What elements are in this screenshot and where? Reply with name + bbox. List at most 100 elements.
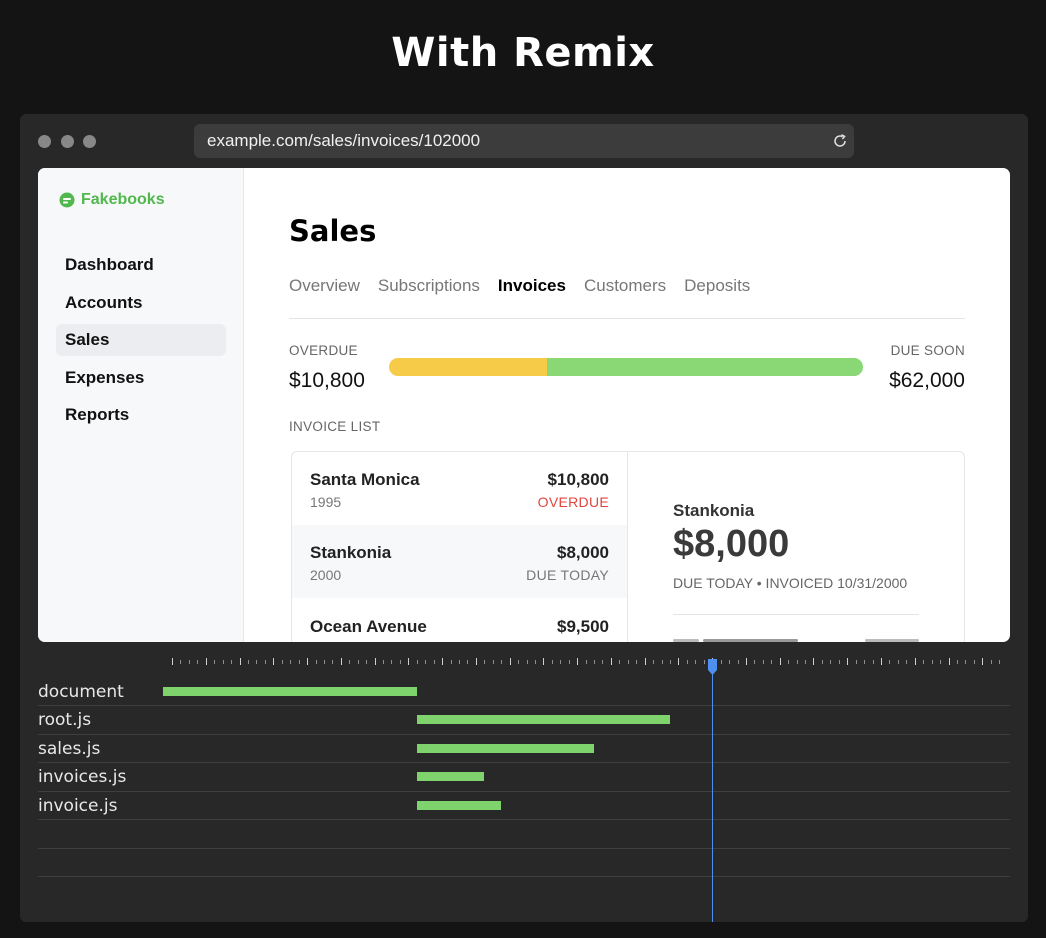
waterfall-row-divider bbox=[38, 705, 1010, 706]
nav-item-reports[interactable]: Reports bbox=[65, 405, 130, 424]
invoice-row-santa-monica[interactable]: Santa Monica 1995 $10,800 OVERDUE bbox=[292, 452, 627, 525]
main-content: Sales Overview Subscriptions Invoices Cu… bbox=[289, 168, 965, 642]
timeline-tick bbox=[281, 660, 283, 664]
tab-deposits[interactable]: Deposits bbox=[684, 276, 751, 295]
brand[interactable]: Fakebooks bbox=[59, 191, 165, 209]
window-close-dot[interactable] bbox=[38, 135, 51, 148]
due-soon-amount: $62,000 bbox=[889, 369, 965, 392]
timeline-tick bbox=[256, 660, 258, 664]
timeline-tick bbox=[357, 660, 359, 664]
timeline-tick bbox=[214, 660, 216, 664]
tab-bar: Overview Subscriptions Invoices Customer… bbox=[289, 276, 768, 296]
nav-item-accounts[interactable]: Accounts bbox=[65, 293, 143, 312]
timeline-tick bbox=[374, 658, 376, 665]
waterfall-label-root-js: root.js bbox=[38, 710, 92, 730]
timeline-cursor-handle[interactable] bbox=[708, 659, 718, 675]
reload-icon[interactable] bbox=[832, 133, 848, 149]
waterfall-bar-document bbox=[163, 687, 417, 696]
timeline-tick bbox=[298, 660, 300, 664]
browser-window: example.com/sales/invoices/102000 Fakebo… bbox=[20, 114, 1028, 922]
invoice-name: Ocean Avenue bbox=[310, 617, 427, 636]
page-viewport: Fakebooks Dashboard Accounts Sales Expen… bbox=[38, 168, 1010, 642]
detail-customer-name: Stankonia bbox=[673, 501, 755, 520]
timeline-tick bbox=[762, 660, 764, 664]
timeline-tick bbox=[459, 660, 460, 664]
window-minimize-dot[interactable] bbox=[61, 135, 74, 148]
timeline-tick bbox=[653, 660, 655, 664]
timeline-tick bbox=[805, 660, 806, 664]
nav-item-expenses[interactable]: Expenses bbox=[65, 368, 145, 387]
invoice-year: 1995 bbox=[310, 494, 342, 510]
timeline-tick bbox=[855, 660, 857, 664]
timeline-tick bbox=[737, 660, 739, 664]
waterfall-row-divider bbox=[38, 819, 1010, 820]
invoice-row-stankonia[interactable]: Stankonia 2000 $8,000 DUE TODAY bbox=[292, 525, 627, 598]
timeline-tick bbox=[897, 660, 899, 664]
timeline-tick bbox=[222, 660, 224, 664]
timeline-tick bbox=[830, 660, 832, 664]
invoice-list-heading: INVOICE LIST bbox=[289, 419, 381, 434]
timeline-tick bbox=[881, 658, 882, 665]
timeline-tick bbox=[872, 660, 874, 664]
cutoff-line-item-amount bbox=[865, 639, 919, 642]
timeline-tick bbox=[180, 660, 182, 664]
timeline-tick bbox=[779, 658, 781, 665]
waterfall-label-invoices-js: invoices.js bbox=[38, 767, 127, 787]
fakebooks-logo-icon bbox=[59, 192, 75, 208]
timeline-tick bbox=[425, 660, 427, 664]
timeline-tick bbox=[399, 660, 401, 664]
tab-customers[interactable]: Customers bbox=[583, 276, 667, 295]
timeline-tick bbox=[956, 660, 958, 664]
timeline-tick bbox=[661, 660, 663, 664]
url-text: example.com/sales/invoices/102000 bbox=[207, 131, 481, 150]
timeline-tick bbox=[526, 660, 528, 664]
invoice-row-ocean-avenue[interactable]: Ocean Avenue $9,500 bbox=[292, 599, 627, 642]
timeline-tick bbox=[307, 658, 308, 665]
timeline-tick bbox=[290, 660, 292, 664]
timeline-tick bbox=[973, 660, 975, 664]
timeline-tick bbox=[408, 658, 410, 665]
timeline-tick bbox=[501, 660, 503, 664]
tab-invoices[interactable]: Invoices bbox=[497, 276, 566, 295]
due-soon-label: DUE SOON bbox=[890, 343, 965, 358]
timeline-tick bbox=[315, 660, 317, 664]
nav-item-sales[interactable]: Sales bbox=[56, 324, 226, 356]
window-maximize-dot[interactable] bbox=[83, 135, 96, 148]
timeline-tick bbox=[914, 658, 916, 665]
due-soon-bar-segment bbox=[546, 358, 863, 376]
timeline-tick bbox=[990, 660, 992, 664]
timeline-tick bbox=[729, 660, 730, 664]
timeline-tick bbox=[847, 658, 849, 665]
timeline-tick bbox=[678, 658, 680, 665]
timeline-tick bbox=[231, 660, 233, 664]
cutoff-line-item-bar bbox=[703, 639, 798, 642]
waterfall-bar-invoices-js bbox=[416, 772, 485, 781]
timeline-tick bbox=[695, 660, 697, 664]
address-bar[interactable]: example.com/sales/invoices/102000 bbox=[194, 124, 854, 158]
timeline-tick bbox=[560, 660, 562, 664]
timeline-tick bbox=[931, 660, 933, 664]
nav-item-dashboard[interactable]: Dashboard bbox=[65, 255, 154, 274]
timeline-tick bbox=[349, 660, 351, 664]
timeline-tick bbox=[366, 660, 368, 664]
timeline-tick bbox=[771, 660, 773, 664]
timeline-tick bbox=[745, 658, 747, 665]
timeline-tick bbox=[467, 660, 469, 664]
waterfall-row-divider bbox=[38, 791, 1010, 792]
sidebar: Fakebooks Dashboard Accounts Sales Expen… bbox=[38, 168, 244, 642]
cutoff-line-item-label bbox=[673, 639, 699, 642]
tab-overview[interactable]: Overview bbox=[289, 276, 360, 295]
invoice-detail: Stankonia $8,000 DUE TODAY • INVOICED 10… bbox=[673, 452, 921, 642]
waterfall-bar-root-js bbox=[416, 715, 670, 724]
timeline-tick bbox=[965, 660, 967, 664]
timeline-tick bbox=[619, 660, 621, 664]
timeline-tick bbox=[188, 660, 190, 664]
tab-subscriptions[interactable]: Subscriptions bbox=[377, 276, 480, 295]
timeline-tick bbox=[594, 660, 595, 664]
timeline-cursor-line bbox=[712, 666, 714, 922]
timeline-tick bbox=[239, 658, 241, 665]
timeline-tick bbox=[923, 660, 925, 664]
invoice-list: Santa Monica 1995 $10,800 OVERDUE Stanko… bbox=[292, 452, 628, 642]
timeline-tick bbox=[518, 660, 519, 664]
timeline-tick bbox=[568, 660, 570, 664]
